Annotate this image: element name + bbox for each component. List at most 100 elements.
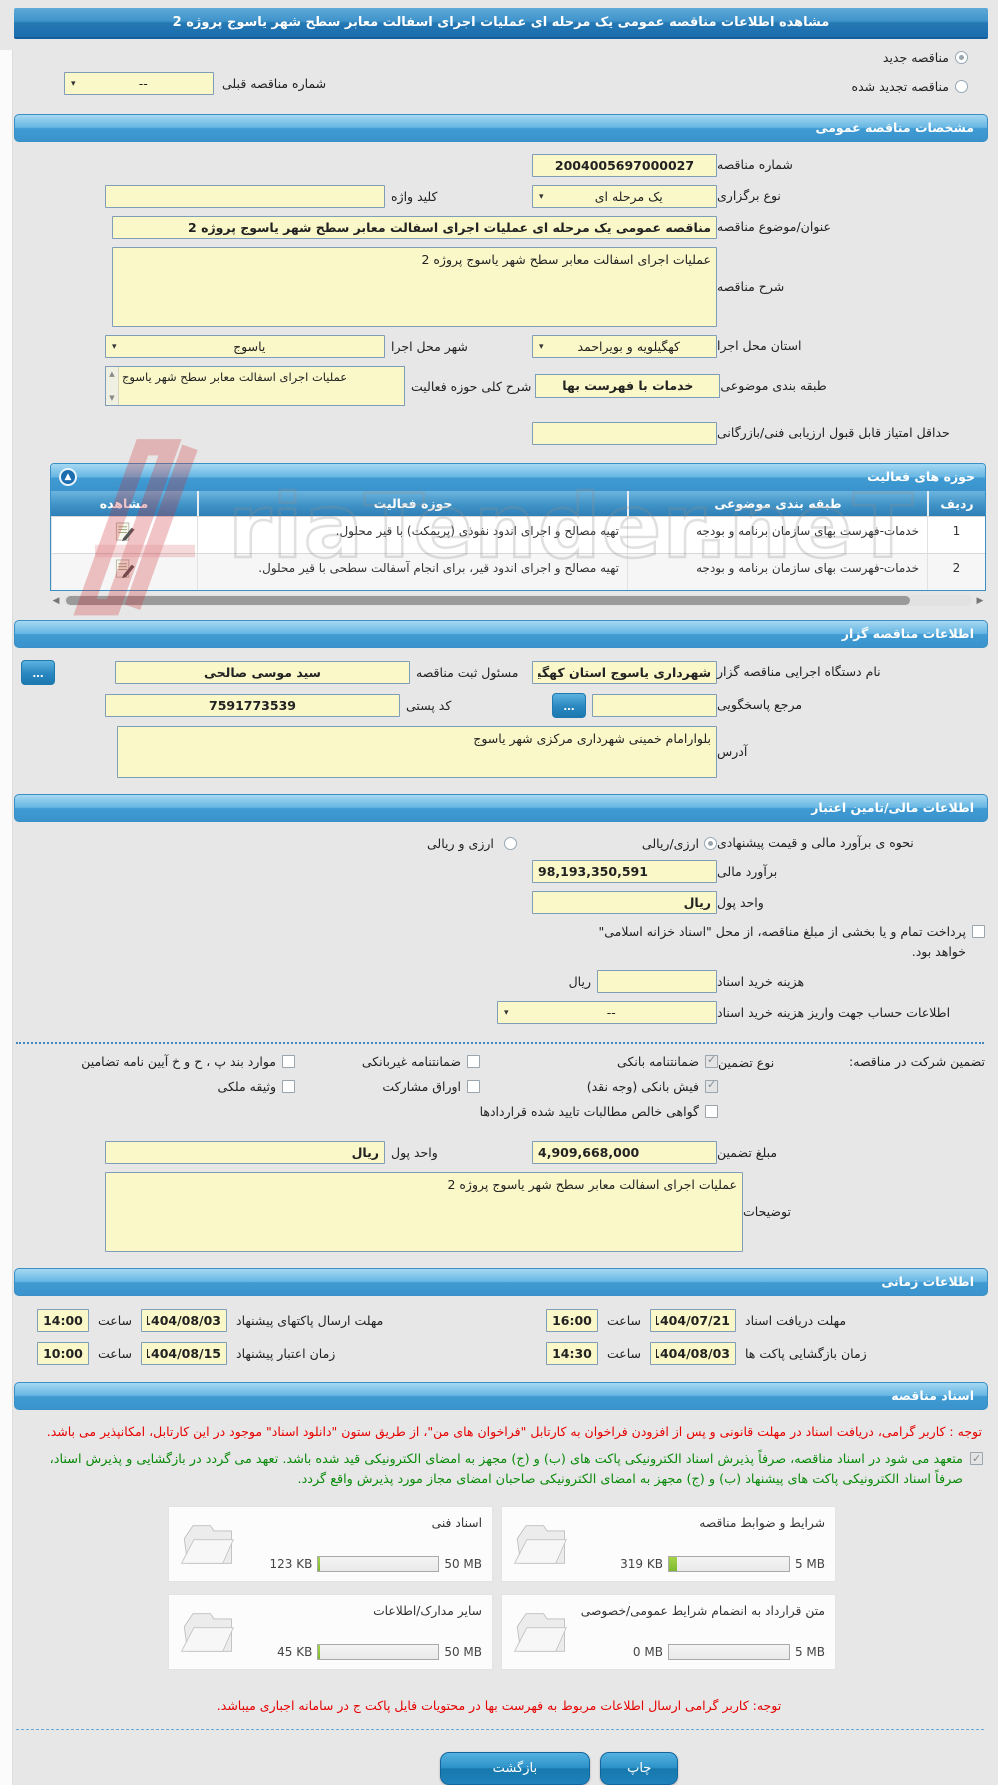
tender-subject-input[interactable] <box>112 216 717 239</box>
document-title: متن قرارداد به انضمام شرایط عمومی/خصوصی <box>580 1603 825 1618</box>
scroll-up-icon: ▲ <box>109 370 115 378</box>
notes-textarea[interactable]: عملیات اجرای اسفالت معابر سطح شهر یاسوج … <box>105 1172 743 1253</box>
guarantee-type-label: نوع تضمین <box>718 1055 775 1071</box>
document-title: شرایط و ضوابط مناقصه <box>699 1515 825 1530</box>
document-card[interactable]: اسناد فنی 123 KB 50 MB <box>168 1505 493 1582</box>
folder-icon <box>180 1524 234 1564</box>
section-schedule: اطلاعات زمانی <box>14 1268 988 1297</box>
agency-name-label: نام دستگاه اجرایی مناقصه گزار <box>717 664 881 680</box>
document-size: 123 KB <box>269 1556 313 1571</box>
province-select[interactable]: کهگیلویه و بویراحمد ▾ <box>532 335 717 358</box>
previous-tender-number-select[interactable]: -- ▾ <box>64 72 214 95</box>
page-scrollbar[interactable] <box>0 50 13 1785</box>
fee-account-label: اطلاعات حساب جهت واریز هزینه خرید اسناد <box>717 1004 951 1020</box>
back-button[interactable]: بازگشت <box>439 1751 591 1785</box>
view-document-icon[interactable] <box>113 522 137 543</box>
table-horizontal-scrollbar[interactable]: ◀ ▶ <box>50 593 986 608</box>
keyword-label: کلید واژه <box>391 189 438 204</box>
guarantee-option-checkbox[interactable] <box>705 1078 718 1094</box>
folder-icon <box>180 1612 234 1652</box>
guarantee-amount-input[interactable] <box>532 1141 717 1165</box>
keyword-input[interactable] <box>105 185 385 208</box>
postal-code-input[interactable] <box>105 694 400 717</box>
treasury-payment-checkbox[interactable] <box>972 925 985 939</box>
financial-estimate-input[interactable] <box>532 860 717 884</box>
renewed-tender-radio[interactable] <box>955 79 968 93</box>
agency-name-input[interactable] <box>532 661 717 684</box>
column-category: طبقه بندی موضوعی <box>627 491 927 516</box>
notes-label: توضیحات <box>743 1204 791 1220</box>
tender-type-select[interactable]: یک مرحله ای ▾ <box>532 185 717 208</box>
activity-table: حوزه های فعالیت ▲ ردیف طبقه بندی موضوعی … <box>50 463 986 591</box>
chevron-down-icon: ▾ <box>504 1007 509 1018</box>
hour-label: ساعت <box>98 1313 133 1329</box>
registrar-input[interactable] <box>115 661 410 684</box>
address-textarea[interactable]: بلوارامام خمینی شهرداری مرکزی شهر یاسوج <box>117 726 717 778</box>
currency-rial-radio[interactable] <box>704 836 717 850</box>
previous-tender-number-label: شماره مناقصه قبلی <box>222 76 327 91</box>
schedule-date-input[interactable] <box>141 1309 228 1333</box>
document-size: 319 KB <box>620 1556 663 1571</box>
view-document-icon[interactable] <box>113 559 137 580</box>
schedule-time-input[interactable] <box>37 1342 89 1366</box>
scrollbar-thumb[interactable] <box>66 596 911 605</box>
activity-scope-box[interactable]: عملیات اجرای اسفالت معابر سطح شهر یاسوج … <box>105 366 405 406</box>
dashed-divider <box>16 1728 984 1730</box>
section-general-specs: مشخصات مناقصه عمومی <box>14 114 988 142</box>
tender-description-textarea[interactable]: عملیات اجرای اسفالت معابر سطح شهر یاسوج … <box>112 247 717 327</box>
document-card[interactable]: شرایط و ضوابط مناقصه 319 KB 5 MB <box>501 1505 836 1582</box>
table-row: 2 خدمات-فهرست بهای سازمان برنامه و بودجه… <box>51 553 985 590</box>
tender-description-label: شرح مناقصه <box>717 278 785 294</box>
guarantee-currency-input[interactable] <box>105 1141 385 1165</box>
fee-account-select[interactable]: -- ▾ <box>497 1001 717 1025</box>
document-card[interactable]: سایر مدارک/اطلاعات 45 KB 50 MB <box>168 1593 493 1670</box>
currency-unit-label: واحد پول <box>717 894 764 910</box>
contact-reference-input[interactable] <box>592 694 717 717</box>
schedule-time-input[interactable] <box>545 1309 598 1333</box>
schedule-time-input[interactable] <box>37 1309 89 1333</box>
column-view: مشاهده <box>51 491 197 516</box>
contact-reference-label: مرجع پاسخگویی <box>717 697 803 713</box>
scope-scrollbar[interactable]: ▲ ▼ <box>106 367 119 405</box>
commitment-checkbox[interactable] <box>970 1450 983 1467</box>
schedule-date-input[interactable] <box>650 1342 736 1366</box>
city-label: شهر محل اجرا <box>391 339 468 354</box>
schedule-date-input[interactable] <box>141 1342 228 1366</box>
new-tender-radio[interactable] <box>955 51 968 64</box>
guarantee-option-checkbox[interactable] <box>467 1055 480 1069</box>
hour-label: ساعت <box>606 1313 641 1329</box>
city-select[interactable]: یاسوج ▾ <box>105 335 385 358</box>
guarantee-option-checkbox[interactable] <box>705 1053 718 1069</box>
guarantee-option-checkbox[interactable] <box>282 1055 295 1069</box>
print-button[interactable]: چاپ <box>600 1751 679 1785</box>
doc-fee-input[interactable] <box>597 970 717 994</box>
table-row: 1 خدمات-فهرست بهای سازمان برنامه و بودجه… <box>51 516 985 553</box>
scroll-right-icon[interactable]: ▶ <box>976 595 984 606</box>
renewed-tender-label: مناقصه تجدید شده <box>851 78 949 94</box>
currency-both-radio[interactable] <box>503 836 517 850</box>
document-max-size: 50 MB <box>444 1644 482 1659</box>
document-card[interactable]: متن قرارداد به انضمام شرایط عمومی/خصوصی … <box>501 1593 836 1670</box>
schedule-date-input[interactable] <box>650 1309 736 1333</box>
schedule-time-input[interactable] <box>545 1342 598 1366</box>
tender-number-input[interactable] <box>532 154 717 177</box>
contact-more-button[interactable]: ... <box>552 693 586 718</box>
guarantee-section-label: تضمین شرکت در مناقصه: <box>849 1054 985 1070</box>
column-row-number: ردیف <box>927 491 985 516</box>
currency-unit-input[interactable] <box>532 891 717 915</box>
guarantee-option-checkbox[interactable] <box>282 1080 295 1094</box>
subject-category-box: خدمات با فهرست بها <box>535 374 721 398</box>
hour-label: ساعت <box>606 1346 641 1362</box>
registrar-more-button[interactable]: ... <box>21 660 55 685</box>
treasury-payment-note: پرداخت تمام و یا بخشی از مبلغ مناقصه، از… <box>598 924 966 960</box>
collapse-icon[interactable]: ▲ <box>59 468 77 486</box>
commitment-note: متعهد می شود در اسناد مناقصه، صرفاً پذیر… <box>49 1452 963 1487</box>
guarantee-option-checkbox[interactable] <box>467 1080 480 1094</box>
scroll-left-icon[interactable]: ◀ <box>52 595 60 606</box>
scroll-down-icon: ▼ <box>109 393 115 402</box>
min-score-input[interactable] <box>532 422 717 445</box>
doc-fee-label: هزینه خرید اسناد <box>717 973 805 989</box>
folder-icon <box>513 1524 567 1564</box>
guarantee-option-checkbox[interactable] <box>705 1105 718 1119</box>
dotted-divider <box>16 1042 984 1045</box>
